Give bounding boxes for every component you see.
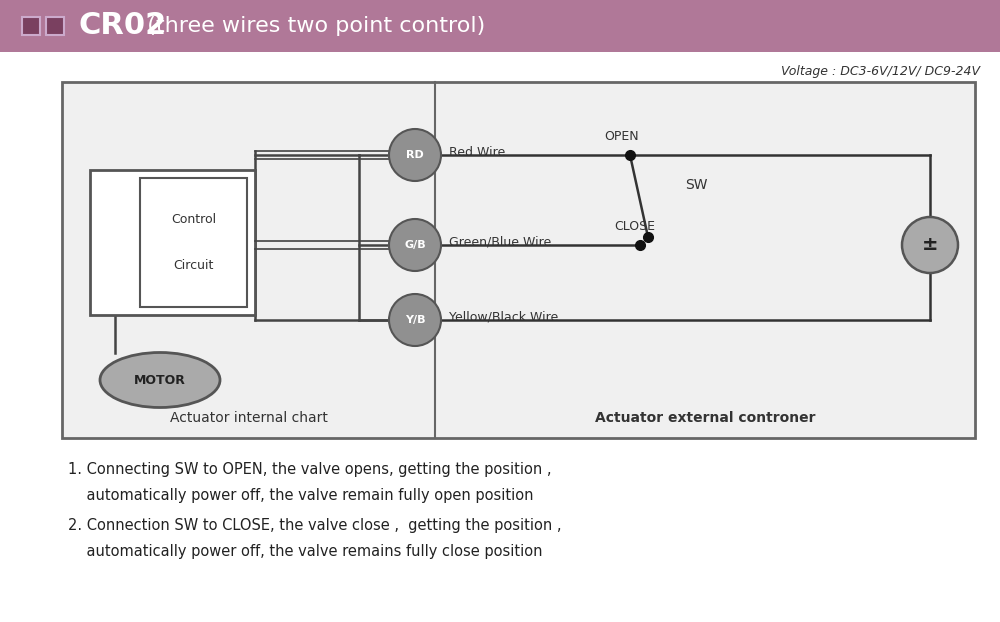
Text: automatically power off, the valve remains fully close position: automatically power off, the valve remai…: [68, 544, 542, 559]
Text: CR02: CR02: [78, 11, 166, 40]
FancyBboxPatch shape: [90, 170, 255, 315]
Circle shape: [389, 129, 441, 181]
Text: Red Wire: Red Wire: [449, 146, 505, 159]
Text: MOTOR: MOTOR: [134, 373, 186, 386]
Text: 1. Connecting SW to OPEN, the valve opens, getting the position ,: 1. Connecting SW to OPEN, the valve open…: [68, 462, 552, 477]
Ellipse shape: [100, 353, 220, 407]
Text: Actuator internal chart: Actuator internal chart: [170, 411, 327, 425]
Circle shape: [389, 294, 441, 346]
FancyBboxPatch shape: [22, 17, 40, 35]
FancyBboxPatch shape: [140, 178, 247, 307]
Text: OPEN: OPEN: [605, 131, 639, 144]
Text: G/B: G/B: [404, 240, 426, 250]
Text: ±: ±: [922, 236, 938, 254]
Text: Green/Blue Wire: Green/Blue Wire: [449, 236, 551, 249]
Text: (three wires two point control): (three wires two point control): [133, 16, 485, 36]
Text: Y/B: Y/B: [405, 315, 425, 325]
FancyBboxPatch shape: [62, 82, 975, 438]
FancyBboxPatch shape: [46, 17, 64, 35]
Circle shape: [389, 219, 441, 271]
Circle shape: [902, 217, 958, 273]
Text: 2. Connection SW to CLOSE, the valve close ,  getting the position ,: 2. Connection SW to CLOSE, the valve clo…: [68, 518, 562, 533]
Text: CLOSE: CLOSE: [614, 221, 656, 233]
Text: automatically power off, the valve remain fully open position: automatically power off, the valve remai…: [68, 488, 534, 503]
FancyBboxPatch shape: [0, 0, 1000, 52]
Text: Yellow/Black Wire: Yellow/Black Wire: [449, 310, 558, 323]
Text: Control: Control: [171, 213, 216, 226]
Text: RD: RD: [406, 150, 424, 160]
Text: Voltage : DC3-6V/12V/ DC9-24V: Voltage : DC3-6V/12V/ DC9-24V: [781, 65, 980, 78]
Text: SW: SW: [685, 178, 708, 192]
Text: Circuit: Circuit: [173, 259, 214, 272]
Text: Actuator external controner: Actuator external controner: [595, 411, 815, 425]
